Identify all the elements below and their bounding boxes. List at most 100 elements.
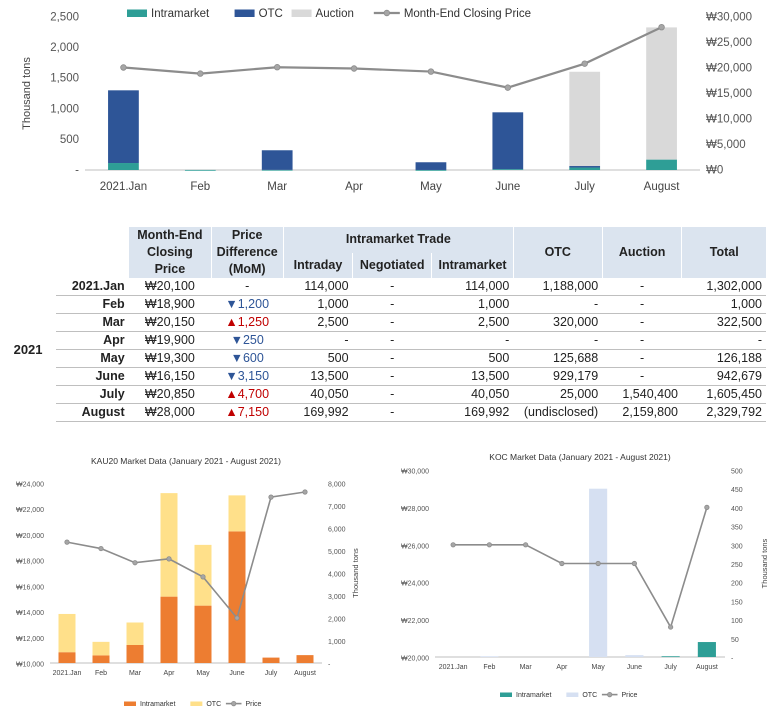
- otc-cell: 125,688: [513, 349, 603, 368]
- price-difference-cell: ▼250: [211, 331, 284, 350]
- category-label: Mar: [520, 664, 533, 671]
- negotiated-cell: -: [352, 349, 432, 368]
- legend-label: OTC: [206, 701, 221, 708]
- y-axis-label: Thousand tons: [21, 57, 33, 130]
- auction-cell: -: [602, 278, 682, 296]
- closing-price-cell: ₩20,100: [128, 278, 212, 296]
- category-label: May: [420, 181, 442, 193]
- intraday-cell: 169,992: [283, 403, 353, 422]
- month-cell: Feb: [55, 295, 129, 314]
- legend-label: OTC: [582, 692, 597, 699]
- price-change-arrow-icon: ▼: [230, 351, 243, 365]
- table-row: Apr ₩19,900 ▼250- - - - - -: [1, 331, 766, 350]
- bar-intramarket: [261, 169, 293, 171]
- price-point: [273, 64, 281, 71]
- price-change-arrow-icon: ▲: [225, 405, 238, 419]
- category-label: June: [495, 181, 520, 193]
- closing-price-cell: ₩19,300: [128, 349, 212, 368]
- volume-axis-tick-label: 5,000: [328, 549, 346, 556]
- price-point: [427, 68, 435, 75]
- price-change-arrow-icon: ▼: [225, 297, 238, 311]
- bar-intramarket: [697, 642, 716, 657]
- closing-price-cell: ₩18,900: [128, 295, 212, 314]
- auction-cell: -: [602, 295, 682, 314]
- otc-cell: 929,179: [513, 367, 603, 386]
- month-cell: August: [55, 403, 129, 422]
- bar-intramarket: [184, 169, 216, 171]
- intramarket-cell: 13,500: [431, 367, 514, 386]
- price-difference-cell: ▼1,200: [211, 295, 284, 314]
- price-difference-cell: ▼3,150: [211, 367, 284, 386]
- total-cell: 1,302,000: [681, 278, 766, 296]
- category-label: Feb: [190, 181, 210, 193]
- category-label: Mar: [129, 670, 142, 677]
- legend-label: Price: [622, 692, 638, 699]
- intramarket-header: Intramarket: [431, 252, 514, 278]
- table-row: August ₩28,000 ▲7,150 169,992-169,992 (undis…: [1, 403, 766, 422]
- legend-label: Intramarket: [151, 8, 210, 20]
- closing-price-cell: ₩16,150: [128, 367, 212, 386]
- category-label: July: [664, 664, 677, 671]
- category-label: July: [265, 670, 278, 677]
- legend-swatch: [566, 692, 579, 697]
- volume-axis-tick-label: 200: [731, 581, 743, 588]
- price-difference-value: -: [245, 279, 250, 293]
- y-axis-label: Thousand tons: [351, 548, 360, 598]
- intraday-cell: 13,500: [283, 367, 353, 386]
- otc-cell: 320,000: [513, 313, 603, 332]
- price-point: [658, 24, 665, 31]
- auction-cell: -: [602, 367, 682, 386]
- intramarket-cell: 1,000: [431, 295, 514, 314]
- month-cell: Mar: [55, 313, 129, 332]
- price-point: [268, 494, 274, 500]
- month-cell: May: [55, 349, 129, 368]
- intramarket-cell: 2,500: [431, 313, 514, 332]
- category-label: 2021.Jan: [100, 181, 147, 193]
- y-axis-label: Thousand tons: [760, 538, 769, 588]
- price-axis-tick-label: ₩30,000: [706, 12, 752, 24]
- price-difference-cell: ▲1,250: [211, 313, 284, 332]
- volume-axis-tick-label: 100: [731, 618, 743, 625]
- otc-cell: -: [513, 331, 603, 350]
- bar-otc: [228, 495, 246, 532]
- auction-cell: -: [602, 313, 682, 332]
- price-point: [197, 70, 204, 77]
- bar-otc: [58, 613, 76, 653]
- bar-otc: [589, 488, 608, 657]
- price-point: [132, 560, 138, 566]
- bar-intramarket: [92, 655, 110, 663]
- category-label: August: [696, 664, 718, 671]
- bar-otc: [108, 90, 139, 164]
- volume-axis-tick-label: 400: [731, 506, 743, 513]
- price-axis-tick-label: ₩0: [706, 165, 723, 177]
- bar-intramarket: [661, 656, 680, 658]
- price-change-arrow-icon: ▲: [225, 387, 238, 401]
- table-row: June ₩16,150 ▼3,150 13,500-13,500 929,179-94…: [1, 367, 766, 386]
- price-point: [302, 489, 308, 495]
- table-row: Feb ₩18,900 ▼1,200 1,000-1,000- -1,000: [1, 295, 766, 314]
- monthly-volume-price-chart: - 500 1,000 1,500 2,000 2,500 ₩0 ₩5,000 ₩10,000 ₩…: [21, 8, 752, 193]
- price-change-arrow-icon: ▼: [230, 333, 243, 347]
- price-difference-header: Price Difference (MoM): [210, 227, 284, 278]
- total-header: Total: [681, 227, 766, 278]
- auction-cell: -: [602, 331, 682, 350]
- intraday-cell: 40,050: [283, 385, 353, 404]
- table-row: 2021 2021.Jan ₩20,100-114,000-114,000 1,188…: [1, 278, 766, 357]
- intramarket-cell: 114,000: [431, 278, 514, 296]
- negotiated-cell: -: [352, 278, 432, 296]
- intramarket-cell: -: [431, 331, 514, 350]
- bar-intramarket: [569, 167, 601, 170]
- price-point: [595, 560, 601, 567]
- volume-axis-tick-label: 300: [731, 543, 743, 550]
- month-cell: Apr: [55, 331, 129, 350]
- bar-otc: [569, 166, 601, 168]
- price-point: [704, 504, 710, 511]
- price-point: [523, 542, 529, 548]
- price-axis-tick-label: ₩10,000: [16, 662, 44, 669]
- negotiated-cell: -: [352, 313, 432, 332]
- category-label: Mar: [267, 181, 287, 193]
- volume-axis-tick-label: 150: [731, 599, 743, 606]
- volume-axis-tick-label: 7,000: [328, 504, 346, 511]
- bar-otc: [126, 622, 144, 645]
- closing-price-cell: ₩20,150: [128, 313, 212, 332]
